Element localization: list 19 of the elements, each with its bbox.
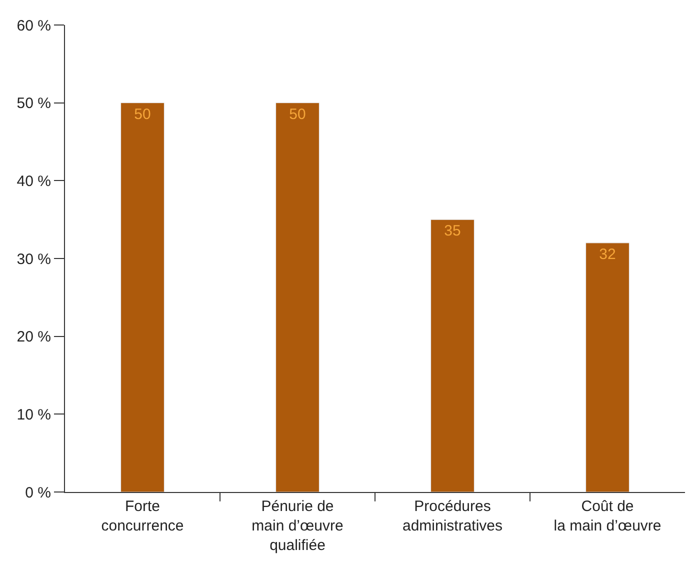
x-tick-label: Pénurie de main d’œuvre qualifiée [252,498,344,554]
bar [430,219,474,492]
y-tick-label: 60 % [16,17,51,34]
bar [276,102,320,492]
x-tick-label: Forte concurrence [101,498,184,534]
y-tick-label: 40 % [16,172,51,190]
y-tick-label: 0 % [25,484,51,502]
y-tick-label: 50 % [16,95,51,112]
bar [586,242,630,492]
data-label: 32 [599,246,616,263]
data-label: 35 [444,222,461,240]
y-tick-label: 30 % [16,250,51,268]
bar [120,102,164,492]
x-tick-label: Procédures administratives [402,498,503,534]
y-tick-label: 20 % [16,328,51,346]
data-label: 50 [134,106,151,123]
y-tick-label: 10 % [16,406,51,424]
x-tick-label: Coût de la main d’œuvre [554,498,662,534]
data-label: 50 [289,106,306,123]
